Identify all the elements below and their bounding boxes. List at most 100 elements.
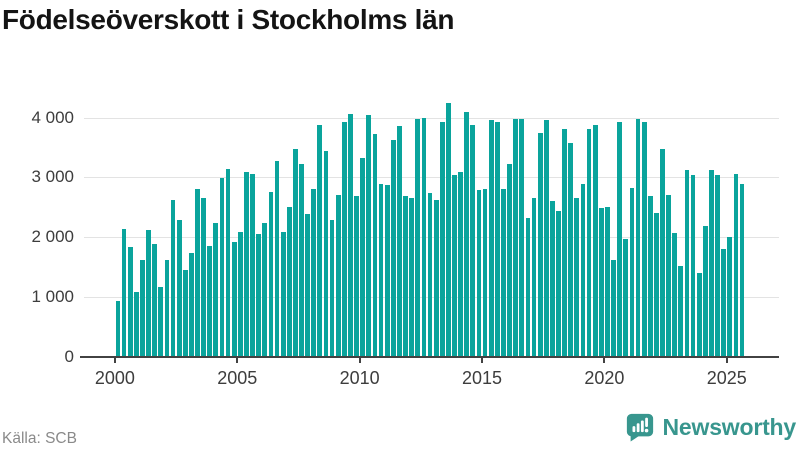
source-label: Källa: SCB (2, 430, 77, 447)
x-tick-label: 2000 (94, 368, 135, 388)
bar-2018Q2 (562, 128, 567, 357)
bar-2006Q3 (274, 160, 280, 357)
bar-2000Q1 (115, 300, 121, 357)
bar-2012Q4 (427, 192, 433, 357)
y-tick-label: 0 (64, 346, 74, 366)
bar-2003Q1 (189, 252, 194, 357)
bar-2010Q2 (366, 115, 372, 357)
bar-2005Q2 (244, 171, 249, 357)
x-tick-mark (358, 358, 361, 363)
y-tick-label: 3 000 (31, 167, 74, 187)
bar-2014Q4 (476, 189, 482, 357)
bar-2021Q3 (641, 121, 647, 357)
bar-2010Q1 (360, 158, 366, 357)
bar-2008Q4 (329, 219, 335, 357)
bar-2005Q1 (237, 231, 243, 357)
bar-2011Q1 (384, 185, 390, 357)
bar-2004Q4 (231, 242, 237, 357)
bar-2020Q2 (611, 260, 616, 357)
bar-2025Q2 (733, 173, 739, 357)
bar-2013Q2 (439, 122, 445, 357)
bar-2014Q1 (458, 172, 463, 357)
bar-2016Q3 (519, 118, 525, 357)
bar-2006Q2 (268, 191, 274, 357)
x-tick-mark (603, 358, 606, 363)
bar-2003Q2 (195, 188, 200, 357)
bar-2017Q2 (537, 133, 543, 357)
x-tick-mark (236, 358, 239, 363)
bar-2006Q4 (280, 231, 286, 357)
bar-2013Q4 (452, 174, 457, 357)
bar-2005Q4 (256, 234, 262, 357)
bar-2023Q4 (696, 273, 702, 357)
bar-2019Q2 (586, 128, 592, 357)
bar-2008Q2 (317, 124, 323, 357)
x-tick-label: 2005 (217, 368, 258, 388)
bar-2007Q1 (286, 206, 292, 357)
bar-2019Q3 (592, 125, 598, 357)
bar-2012Q3 (421, 117, 427, 357)
bar-2011Q3 (397, 125, 402, 357)
bar-2005Q3 (250, 173, 255, 357)
bar-2025Q1 (727, 237, 733, 357)
bar-2013Q1 (433, 199, 439, 357)
bar-2012Q1 (409, 197, 415, 357)
bar-2015Q1 (482, 188, 488, 357)
x-tick-label: 2015 (461, 368, 503, 388)
bar-2002Q4 (182, 269, 188, 357)
bar-2010Q4 (378, 183, 384, 357)
bar-2023Q2 (684, 170, 690, 357)
bar-2014Q2 (464, 111, 470, 357)
bar-2004Q3 (225, 168, 231, 357)
bar-2011Q2 (390, 140, 396, 357)
x-tick-mark (725, 358, 728, 363)
bar-2002Q2 (170, 199, 176, 357)
bar-2025Q3 (739, 184, 745, 357)
bar-2009Q1 (335, 194, 341, 357)
bar-2010Q3 (372, 133, 378, 357)
bar-2014Q3 (470, 124, 476, 357)
bar-2011Q4 (403, 196, 408, 357)
bar-2015Q4 (501, 189, 506, 357)
bar-2009Q2 (341, 121, 347, 357)
bar-2022Q3 (666, 195, 671, 357)
bar-2008Q3 (323, 150, 329, 357)
bar-2015Q2 (488, 119, 494, 357)
bar-2016Q4 (525, 217, 531, 357)
bar-2006Q1 (262, 223, 268, 357)
bar-2008Q1 (311, 189, 317, 357)
x-tick-mark (113, 358, 116, 363)
bar-2024Q1 (702, 225, 708, 357)
bar-2012Q2 (415, 118, 421, 357)
x-tick-label: 2025 (706, 368, 747, 388)
x-tick-label: 2020 (584, 368, 625, 388)
bar-2022Q4 (672, 233, 678, 357)
bar-2009Q4 (354, 195, 359, 357)
bar-2019Q1 (580, 184, 586, 357)
bar-2001Q2 (146, 229, 151, 357)
bar-2023Q3 (690, 174, 696, 357)
bar-2021Q1 (629, 188, 635, 357)
bar-2000Q4 (133, 291, 139, 357)
bar-2004Q1 (213, 222, 219, 357)
bar-2016Q2 (513, 118, 519, 357)
bar-2023Q1 (678, 265, 684, 357)
bar-2003Q3 (201, 197, 207, 357)
bar-2017Q4 (549, 200, 555, 357)
y-tick-label: 4 000 (31, 107, 74, 127)
newsworthy-speech-bubble-chart-icon (626, 413, 653, 442)
bar-2018Q4 (574, 197, 580, 357)
x-tick-label: 2010 (339, 368, 380, 388)
bar-2018Q1 (556, 210, 561, 357)
bar-2018Q3 (568, 142, 574, 357)
bar-2001Q4 (158, 287, 164, 357)
bar-2007Q3 (299, 164, 304, 357)
newsworthy-wordmark: Newsworthy (662, 413, 797, 440)
y-grid-line (84, 177, 779, 179)
bar-2016Q1 (507, 164, 512, 357)
y-tick-label: 2 000 (31, 227, 74, 246)
bar-2024Q2 (709, 170, 714, 357)
bar-2009Q3 (348, 113, 353, 357)
bar-2001Q1 (140, 259, 145, 357)
